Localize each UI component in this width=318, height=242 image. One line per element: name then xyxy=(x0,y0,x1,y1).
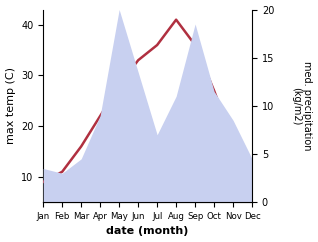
Y-axis label: med. precipitation
(kg/m2): med. precipitation (kg/m2) xyxy=(291,61,313,151)
X-axis label: date (month): date (month) xyxy=(107,227,189,236)
Y-axis label: max temp (C): max temp (C) xyxy=(5,67,16,144)
